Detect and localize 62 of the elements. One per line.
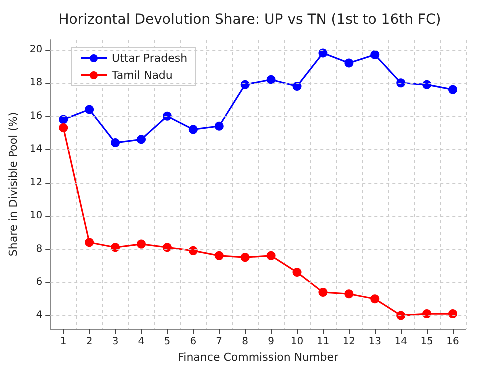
x-tick-label: 11 [316,336,330,348]
point [85,105,94,114]
point [111,138,120,148]
point [214,122,224,131]
x-tick-label: 14 [394,336,408,348]
point [292,82,302,92]
point [240,253,250,262]
x-tick-label: 8 [242,336,249,348]
point [422,310,432,319]
x-tick-label: 16 [446,336,460,348]
point [136,135,146,144]
point [396,78,406,88]
point [162,112,172,121]
point [59,115,68,124]
point [396,311,406,320]
y-tick-label: 10 [30,210,43,222]
point [266,75,276,84]
y-tick-label: 20 [30,44,43,56]
x-tick-label: 6 [190,336,197,348]
point [188,246,198,256]
legend-label: Tamil Nadu [111,69,173,82]
point [214,251,224,260]
point [266,251,276,260]
point [448,310,458,319]
x-tick-label: 10 [290,336,304,348]
point [370,50,380,60]
point [111,243,120,252]
point [318,48,328,58]
x-tick-label: 15 [420,336,434,348]
legend-label: Uttar Pradesh [112,52,188,65]
x-tick-label: 5 [164,336,171,348]
y-tick-label: 16 [30,110,43,122]
x-tick-label: 4 [138,336,145,348]
x-tick-label: 7 [216,336,223,348]
x-tick-label: 13 [368,336,382,348]
y-axis-title: Share in Divisible Pool (%) [7,112,20,257]
x-tick-label: 3 [112,336,119,348]
x-axis-title: Finance Commission Number [178,350,339,364]
y-tick-label: 4 [36,310,43,322]
point [370,294,380,304]
point [318,288,328,297]
point [59,124,68,133]
y-tick-label: 18 [30,78,43,89]
x-tick-label: 12 [342,336,356,348]
point [240,80,250,90]
point [188,125,198,134]
y-tick-label: 14 [30,144,43,156]
x-tick-label: 1 [60,336,67,348]
point [85,238,94,248]
point [422,80,432,90]
point [344,290,354,299]
point [448,85,458,94]
y-tick-label: 6 [36,276,43,288]
point [292,268,302,278]
point [136,240,146,249]
y-tick-label: 8 [36,244,43,255]
y-tick-label: 12 [30,177,43,188]
point [162,243,172,252]
chart-title: Horizontal Devolution Share: UP vs TN (1st to 16th FC) [58,12,442,28]
x-tick-label: 2 [86,336,93,348]
point [344,58,354,68]
x-tick-label: 9 [268,336,274,348]
